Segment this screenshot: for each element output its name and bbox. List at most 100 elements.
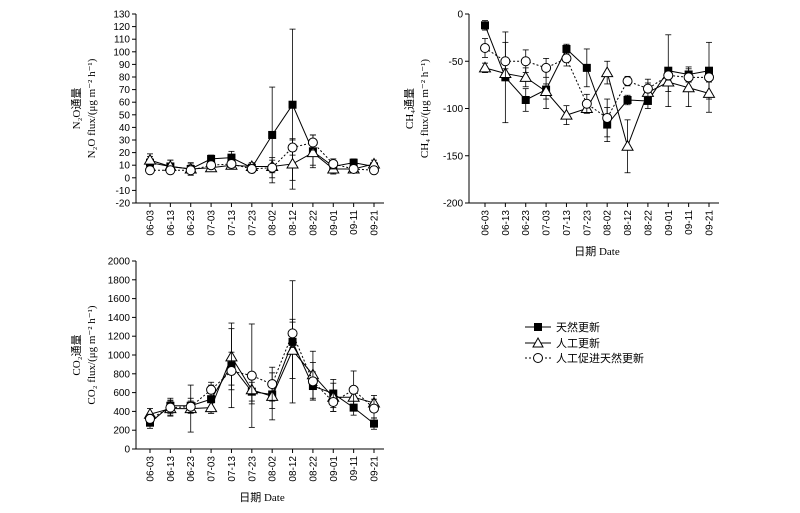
x-tick-label: 07-03 (542, 210, 553, 236)
data-point-assisted (145, 165, 155, 176)
data-point-natural (268, 130, 277, 139)
x-tick-label: 09-01 (329, 210, 340, 236)
data-point-natural (562, 44, 571, 53)
y-tick-label: 120 (113, 22, 130, 33)
data-point-natural (582, 63, 591, 72)
y-tick-label: 70 (119, 85, 131, 96)
series-line-assisted (484, 47, 709, 119)
data-point-assisted (165, 402, 176, 413)
x-tick-label: 06-13 (166, 456, 177, 482)
data-point-assisted (267, 379, 278, 390)
x-tick-label: 07-13 (227, 210, 238, 236)
x-tick-label: 06-23 (186, 456, 197, 482)
series-line-artificial (149, 349, 375, 415)
panel-co2: 0 200 400 600 800 1000 1200 1400 1600 1800 2000 06-… (70, 257, 384, 504)
x-tick-label: 06-03 (481, 210, 492, 236)
x-tick-label: 07-13 (562, 210, 573, 236)
data-point-assisted (287, 328, 298, 339)
square-marker-icon (534, 323, 542, 331)
data-point-assisted (348, 384, 359, 395)
data-point-assisted (500, 56, 511, 67)
data-point-artificial (600, 66, 614, 78)
data-point-natural (705, 66, 713, 75)
data-point-assisted (369, 403, 379, 414)
y-tick-label: 20 (119, 148, 131, 159)
data-point-artificial (682, 81, 696, 93)
series-assisted (480, 38, 714, 138)
x-tick-label: 07-13 (227, 456, 238, 482)
data-point-natural (370, 419, 378, 428)
x-tick-label: 06-03 (146, 210, 157, 236)
data-point-artificial (661, 75, 675, 87)
data-point-assisted (602, 112, 613, 123)
panel-ch4: -200 -150 -100 -50 0 06-03 06-13 06-23 07-03 07-1… (403, 10, 719, 258)
data-point-artificial (286, 343, 299, 355)
x-tick-label: 09-21 (370, 210, 381, 236)
y-tick-label: -200 (443, 199, 463, 210)
y-tick-label: 10 (119, 161, 131, 172)
x-tick-label: 08-22 (643, 210, 654, 236)
triangle-marker-icon (532, 336, 544, 348)
data-point-artificial (286, 157, 299, 169)
y-tick-label: 1200 (108, 332, 131, 343)
data-point-assisted (307, 137, 318, 148)
x-axis-label: 日期 Date (239, 491, 285, 504)
series-artificial (478, 60, 716, 174)
y-tick-label: 90 (119, 60, 131, 71)
data-point-assisted (328, 397, 339, 407)
x-tick-label: 08-02 (603, 210, 614, 236)
data-point-assisted (287, 142, 298, 153)
x-tick-label: 06-13 (501, 210, 512, 236)
series-line-natural (149, 340, 375, 425)
x-tick-label: 09-01 (329, 456, 340, 482)
legend-label-natural: 天然更新 (556, 320, 600, 334)
x-tick-label: 07-23 (582, 210, 593, 236)
data-point-artificial (306, 146, 320, 158)
x-tick-label: 09-21 (370, 456, 381, 482)
data-point-assisted (561, 53, 572, 64)
x-tick-label: 07-03 (207, 210, 218, 236)
legend-label-assisted: 人工促进天然更新 (556, 351, 644, 365)
x-tick-label: 07-23 (247, 456, 258, 482)
data-point-assisted (683, 72, 694, 83)
y-tick-label: 1000 (108, 351, 131, 362)
series-line-artificial (484, 67, 710, 148)
x-tick-label: 09-21 (705, 210, 716, 236)
series-natural (481, 20, 713, 142)
y-tick-label: 130 (113, 10, 130, 21)
data-point-assisted (348, 163, 359, 174)
legend-item-assisted: 人工促进天然更新 (525, 351, 644, 365)
y-tick-label: 1400 (108, 313, 131, 324)
y-tick-label: 50 (119, 110, 131, 121)
x-tick-label: 07-03 (207, 456, 218, 482)
series-natural (146, 28, 378, 184)
x-tick-label: 09-11 (684, 210, 695, 235)
y-tick-label: -100 (443, 104, 463, 115)
y-tick-label: 110 (114, 35, 130, 46)
data-point-artificial (560, 108, 573, 120)
y-tick-label: -150 (443, 151, 463, 162)
x-axis-label: 日期 Date (574, 245, 620, 258)
data-point-natural (288, 100, 297, 109)
y-tick-label: 400 (113, 407, 130, 418)
series-assisted (145, 134, 379, 179)
circle-marker-icon (533, 353, 543, 363)
series-line-natural (149, 103, 375, 170)
y-tick-label: 1800 (108, 275, 131, 286)
data-point-natural (207, 395, 216, 404)
y-tick-label: -50 (449, 57, 464, 68)
legend-label-artificial: 人工更新 (556, 336, 600, 350)
data-point-assisted (226, 158, 237, 169)
y-tick-label: 30 (119, 136, 131, 147)
data-point-assisted (246, 163, 257, 174)
data-point-artificial (702, 86, 716, 98)
data-point-assisted (520, 56, 531, 67)
data-point-assisted (185, 165, 196, 176)
y-tick-label: 600 (113, 388, 130, 399)
data-point-natural (521, 95, 530, 104)
x-tick-label: 06-13 (166, 210, 177, 236)
y-axis-label-cn: CH₄通量 (403, 88, 416, 129)
data-point-assisted (663, 70, 674, 81)
